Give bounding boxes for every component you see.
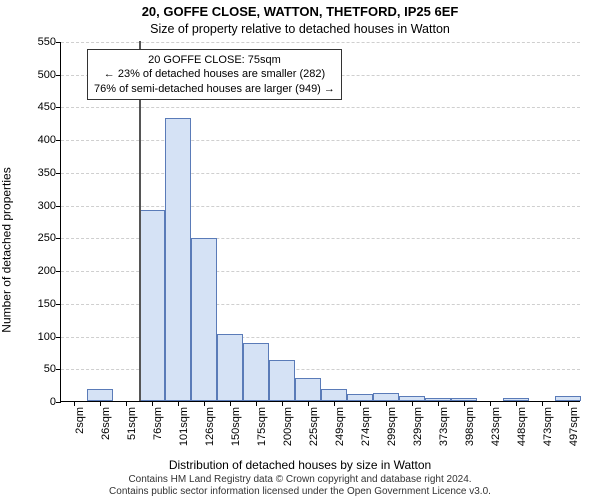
annotation-line-1: 20 GOFFE CLOSE: 75sqm	[94, 53, 335, 67]
histogram-bar	[191, 238, 216, 401]
y-tick-label: 450	[26, 101, 56, 113]
x-tick-mark	[464, 401, 465, 406]
histogram-bar	[295, 378, 320, 401]
x-tick-label: 373sqm	[438, 407, 450, 446]
x-tick-mark	[230, 401, 231, 406]
x-tick-mark	[412, 401, 413, 406]
y-tick-mark	[56, 75, 61, 76]
x-tick-mark	[308, 401, 309, 406]
histogram-bar	[217, 334, 242, 401]
x-tick-label: 2sqm	[74, 407, 86, 434]
x-tick-mark	[334, 401, 335, 406]
x-tick-label: 26sqm	[100, 407, 112, 440]
x-tick-label: 329sqm	[412, 407, 424, 446]
y-axis-label-text: Number of detached properties	[0, 167, 14, 332]
x-tick-label: 274sqm	[360, 407, 372, 446]
histogram-bar	[373, 393, 398, 401]
x-axis-label: Distribution of detached houses by size …	[0, 458, 600, 472]
x-tick-mark	[74, 401, 75, 406]
y-tick-mark	[56, 271, 61, 272]
chart-title-description: Size of property relative to detached ho…	[0, 22, 600, 36]
x-tick-mark	[542, 401, 543, 406]
chart-title-address: 20, GOFFE CLOSE, WATTON, THETFORD, IP25 …	[0, 4, 600, 19]
x-tick-mark	[282, 401, 283, 406]
x-tick-label: 51sqm	[126, 407, 138, 440]
footer-line-2: Contains public sector information licen…	[0, 486, 600, 498]
x-tick-label: 200sqm	[282, 407, 294, 446]
x-tick-label: 101sqm	[178, 407, 190, 446]
x-tick-label: 126sqm	[204, 407, 216, 446]
x-tick-mark	[256, 401, 257, 406]
y-tick-mark	[56, 337, 61, 338]
y-tick-mark	[56, 238, 61, 239]
histogram-bar	[243, 343, 268, 401]
annotation-line-2: ← 23% of detached houses are smaller (28…	[94, 67, 335, 81]
y-tick-label: 100	[26, 331, 56, 343]
x-tick-mark	[360, 401, 361, 406]
chart-footer: Contains HM Land Registry data © Crown c…	[0, 474, 600, 498]
x-tick-mark	[490, 401, 491, 406]
x-tick-mark	[438, 401, 439, 406]
y-tick-mark	[56, 402, 61, 403]
y-tick-mark	[56, 206, 61, 207]
y-tick-label: 350	[26, 167, 56, 179]
y-tick-label: 50	[26, 363, 56, 375]
x-tick-mark	[152, 401, 153, 406]
x-tick-label: 473sqm	[542, 407, 554, 446]
histogram-bar	[139, 210, 164, 401]
y-tick-mark	[56, 140, 61, 141]
y-tick-label: 250	[26, 232, 56, 244]
x-tick-mark	[568, 401, 569, 406]
property-annotation: 20 GOFFE CLOSE: 75sqm← 23% of detached h…	[87, 49, 342, 100]
y-tick-mark	[56, 173, 61, 174]
x-tick-label: 76sqm	[152, 407, 164, 440]
y-tick-label: 300	[26, 200, 56, 212]
y-tick-label: 200	[26, 265, 56, 277]
x-tick-label: 423sqm	[490, 407, 502, 446]
x-tick-label: 299sqm	[386, 407, 398, 446]
y-tick-mark	[56, 369, 61, 370]
y-tick-mark	[56, 304, 61, 305]
y-tick-mark	[56, 107, 61, 108]
y-axis-label: Number of detached properties	[0, 0, 16, 500]
y-tick-label: 500	[26, 69, 56, 81]
histogram-bar	[87, 389, 112, 401]
y-tick-label: 550	[26, 36, 56, 48]
x-tick-label: 497sqm	[568, 407, 580, 446]
x-tick-mark	[100, 401, 101, 406]
annotation-line-3: 76% of semi-detached houses are larger (…	[94, 82, 335, 96]
x-tick-label: 448sqm	[516, 407, 528, 446]
x-tick-label: 150sqm	[230, 407, 242, 446]
y-tick-label: 0	[26, 396, 56, 408]
y-tick-label: 400	[26, 134, 56, 146]
histogram-bar	[321, 389, 346, 401]
x-tick-mark	[204, 401, 205, 406]
histogram-bar	[165, 118, 190, 401]
x-tick-label: 398sqm	[464, 407, 476, 446]
x-tick-label: 175sqm	[256, 407, 268, 446]
footer-line-1: Contains HM Land Registry data © Crown c…	[0, 474, 600, 486]
x-tick-mark	[516, 401, 517, 406]
x-tick-label: 249sqm	[334, 407, 346, 446]
y-tick-label: 150	[26, 298, 56, 310]
histogram-bar	[269, 360, 294, 401]
chart-plot-area: 0501001502002503003504004505005502sqm26s…	[60, 42, 580, 402]
y-tick-mark	[56, 42, 61, 43]
x-tick-mark	[126, 401, 127, 406]
x-tick-mark	[386, 401, 387, 406]
x-tick-label: 225sqm	[308, 407, 320, 446]
x-tick-mark	[178, 401, 179, 406]
